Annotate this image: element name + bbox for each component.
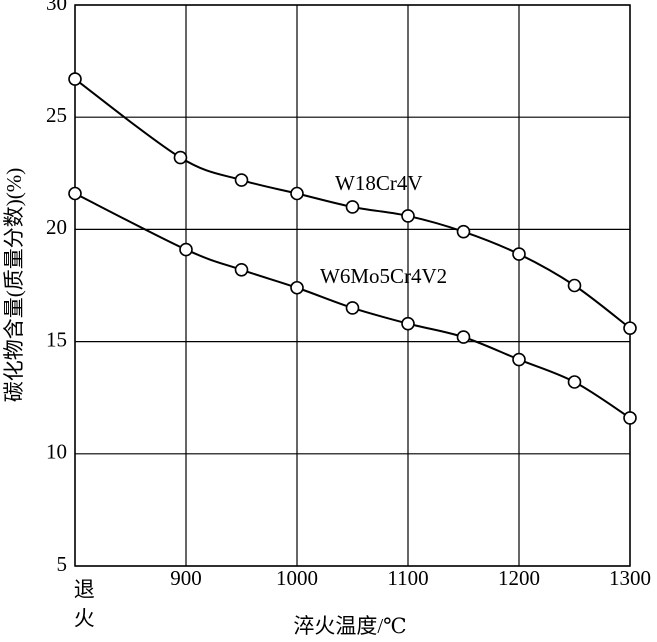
data-point	[345, 200, 360, 214]
data-point	[234, 173, 249, 187]
x-tick-label: 1300	[609, 566, 651, 590]
y-tick-label: 5	[57, 552, 68, 576]
data-point	[173, 150, 188, 165]
data-point	[290, 186, 304, 201]
y-axis-label: 碳化物含量(质量分数)(%)	[2, 168, 26, 402]
data-point	[567, 278, 582, 293]
data-point	[234, 262, 249, 277]
y-tick-label: 20	[46, 215, 67, 239]
data-point	[456, 224, 471, 239]
x-tick-label: 900	[170, 566, 202, 590]
series-line	[74, 78, 631, 329]
data-point	[512, 352, 526, 367]
series-line	[74, 192, 631, 419]
y-tick-label: 15	[46, 327, 67, 351]
series-label: W18Cr4V	[335, 171, 423, 195]
data-point	[623, 411, 637, 425]
data-point	[567, 375, 582, 389]
data-point	[68, 72, 82, 86]
data-point	[623, 321, 637, 335]
x-tick-label: 1000	[276, 566, 318, 590]
data-point	[179, 242, 193, 257]
series-label: W6Mo5Cr4V2	[320, 264, 447, 288]
y-tick-label: 10	[46, 440, 67, 464]
plot-border	[74, 4, 631, 567]
data-point	[68, 186, 82, 201]
y-tick-label: 30	[46, 0, 67, 15]
data-point	[345, 301, 360, 315]
data-point	[290, 280, 304, 295]
x-tick-label: 1200	[498, 566, 540, 590]
x-tick-label: 1100	[387, 566, 428, 590]
data-point	[401, 209, 415, 223]
x-axis-label: 淬火温度/℃	[293, 614, 406, 638]
data-point	[456, 330, 471, 344]
data-point	[512, 247, 526, 261]
x-tick-label: 退火	[71, 578, 95, 636]
y-tick-label: 25	[46, 103, 67, 127]
data-point	[401, 316, 415, 331]
